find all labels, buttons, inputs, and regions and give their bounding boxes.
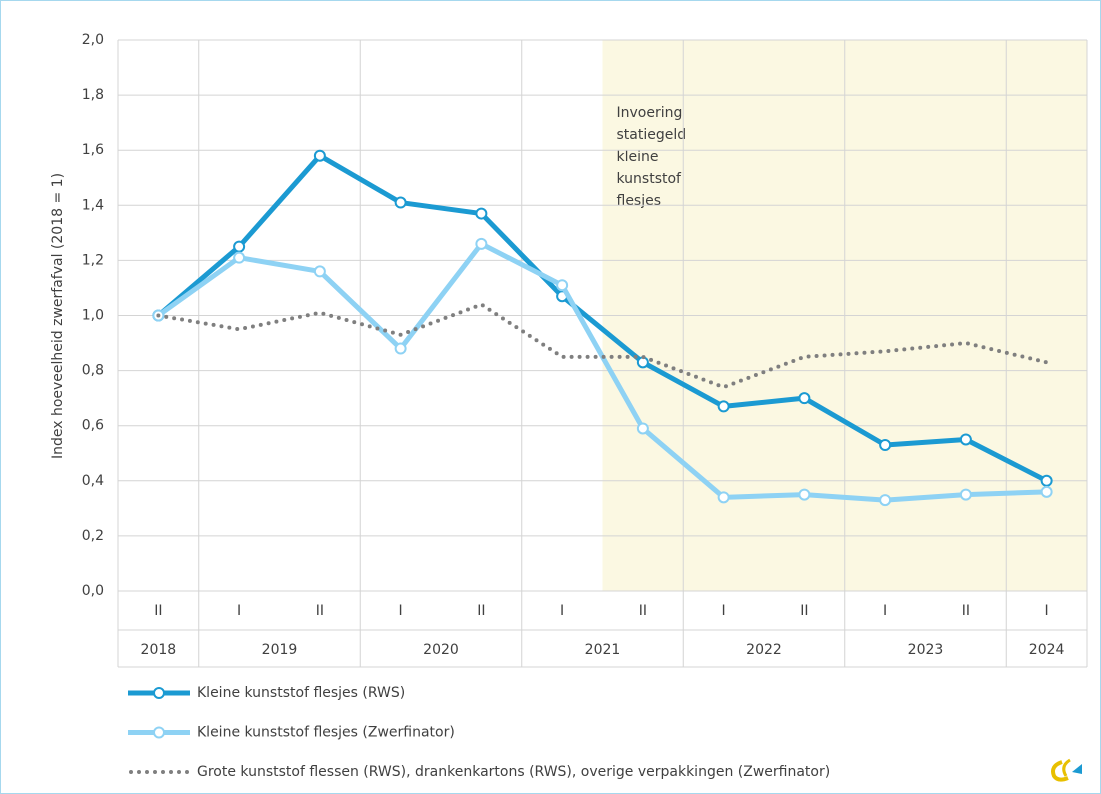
point	[475, 237, 488, 250]
logo	[1051, 758, 1082, 782]
annotation: Invoering	[617, 105, 683, 121]
x-tick-label: I	[722, 603, 726, 619]
y-axis-label: Index hoeveelheid zwerfafval (2018 = 1)	[50, 173, 66, 459]
y-tick-label: 1,2	[82, 252, 104, 268]
series-line	[156, 153, 1048, 484]
y-tick-label: 1,8	[82, 87, 104, 103]
legend-label: Kleine kunststof flesjes (Zwerfinator)	[197, 725, 455, 741]
legend-label: Grote kunststof flessen (RWS), drankenka…	[197, 764, 830, 780]
x-tick-label: II	[962, 603, 970, 619]
x-tick-label: I	[560, 603, 564, 619]
y-tick-label: 0,6	[82, 418, 104, 434]
y-tick-label: 1,6	[82, 142, 104, 158]
annotation: kleine	[617, 149, 659, 165]
y-tick-label: 0,4	[82, 473, 104, 489]
legend-marker	[153, 687, 165, 699]
x-tick-label: II	[154, 603, 162, 619]
point	[313, 149, 326, 162]
y-tick-label: 0,8	[82, 363, 104, 379]
point	[879, 494, 892, 507]
point	[717, 400, 730, 413]
x-group-label: 2019	[262, 642, 298, 658]
point	[798, 392, 811, 405]
y-tick-label: 2,0	[82, 32, 104, 48]
point	[394, 342, 407, 355]
point	[636, 422, 649, 435]
x-tick-label: I	[237, 603, 241, 619]
legend-label: Kleine kunststof flesjes (RWS)	[197, 685, 405, 701]
x-tick-label: I	[883, 603, 887, 619]
annotation: flesjes	[617, 193, 662, 209]
x-group-label: 2022	[746, 642, 782, 658]
point	[475, 207, 488, 220]
series-line	[156, 302, 1049, 390]
point	[959, 488, 972, 501]
point	[233, 240, 246, 253]
annotation: statiegeld	[617, 127, 687, 143]
x-group-label: 2024	[1029, 642, 1065, 658]
x-tick-label: II	[316, 603, 324, 619]
x-group-label: 2020	[423, 642, 459, 658]
x-group-label: 2018	[141, 642, 177, 658]
point	[879, 438, 892, 451]
legend-marker	[153, 726, 165, 739]
y-tick-label: 0,2	[82, 528, 104, 544]
x-group-label: 2021	[585, 642, 621, 658]
y-tick-label: 1,4	[82, 197, 104, 213]
point	[233, 251, 246, 264]
annotation: kunststof	[617, 171, 683, 187]
point	[556, 279, 569, 292]
x-group-label: 2023	[908, 642, 944, 658]
x-tick-label: II	[639, 603, 647, 619]
point	[394, 196, 407, 209]
point	[313, 265, 326, 278]
y-tick-label: 1,0	[82, 308, 104, 324]
x-tick-label: II	[800, 603, 808, 619]
x-tick-label: I	[399, 603, 403, 619]
point	[1040, 485, 1053, 498]
point	[717, 491, 730, 504]
point	[1040, 474, 1053, 487]
point	[959, 433, 972, 446]
x-tick-label: II	[477, 603, 485, 619]
point	[798, 488, 811, 501]
x-tick-label: I	[1045, 603, 1049, 619]
y-tick-label: 0,0	[82, 583, 104, 599]
